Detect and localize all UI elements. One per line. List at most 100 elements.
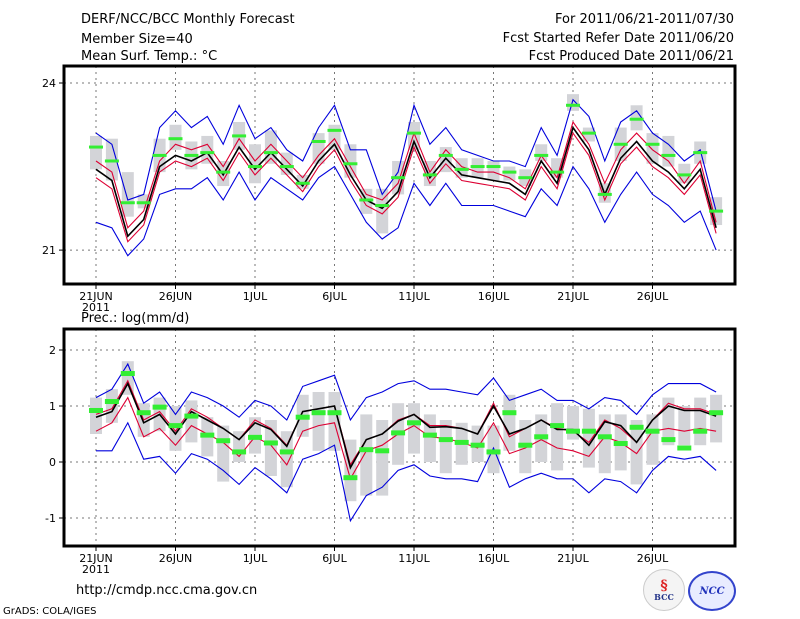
y-tick-label: 0 [49,456,56,469]
observed-marker [438,437,453,443]
spread-box [567,94,579,111]
x-tick-label: 1JUL [243,290,268,303]
spread-box [312,392,325,451]
observed-marker [709,209,724,213]
series-ensemble-min [96,421,717,523]
refer-date: Fcst Started Refer Date 2011/06/20 [502,31,734,46]
y-tick-label: 1 [49,400,56,413]
temp-variable-label: Mean Surf. Temp.: °C [81,49,218,64]
spread-box [535,144,548,161]
x-tick-label: 26JUL [637,290,669,303]
observed-marker [629,424,644,430]
observed-marker [407,420,421,426]
observed-marker [550,170,565,174]
observed-marker [597,192,612,196]
observed-marker [407,131,421,135]
observed-marker [518,442,533,448]
observed-marker [566,428,580,434]
observed-marker [677,445,692,451]
x-tick-label: 26JUN [159,290,193,303]
series-spread-lower [95,396,717,481]
x-tick-label: 11JUL [398,290,430,303]
observed-marker [152,404,167,410]
observed-marker [152,153,167,157]
spread-box [487,160,500,181]
x-tick-label: 16JUL [478,552,510,565]
observed-marker [391,430,406,436]
x-tick-label: 26JUL [637,552,669,565]
observed-marker [120,371,135,377]
x-tick-label: 21JUL [557,290,589,303]
observed-marker [279,449,294,455]
plot-frame [62,64,737,286]
series-ensemble-max [95,98,717,212]
observed-marker [550,423,565,429]
x-tick-label: 11JUL [398,552,430,565]
spread-box [376,420,389,496]
series-ensemble-mean [95,125,717,238]
observed-marker [359,447,374,453]
precip-variable-label: Prec.: log(mm/d) [81,311,190,326]
observed-marker [470,442,485,448]
observed-marker [581,131,596,135]
observed-marker [248,165,262,169]
temperature-panel: 21 24 21JUN 26JUN 1JUL 6JUL 11JUL 16JUL 21JUL 26J… [42,64,737,314]
source-url[interactable]: http://cmdp.ncc.cma.gov.cn [76,583,258,598]
ncc-logo: NCC [688,571,736,611]
x-tick-label: 21JUN [79,552,113,565]
series-ensemble-min [95,165,717,257]
spread-box [90,135,102,170]
spread-box [646,133,659,164]
bcc-swirl-icon: § [660,577,668,594]
observed-marker [168,137,183,141]
observed-marker [136,201,151,205]
y-tick-label: -1 [45,512,56,525]
spread-box [678,406,691,446]
spread-box [360,414,373,496]
observed-marker [693,151,708,155]
observed-marker [375,448,390,454]
observed-marker [311,410,326,416]
observed-marker [263,440,278,446]
observed-marker [184,153,199,157]
spread-box [312,133,325,164]
observed-marker [343,162,358,166]
observed-marker [263,151,278,155]
produced-date: Fcst Produced Date 2011/06/21 [528,49,734,64]
spread-box [105,389,118,423]
x-tick-label: 6JUL [322,552,347,565]
observed-marker [391,176,406,180]
observed-marker [168,423,183,429]
spread-box [280,431,293,488]
member-size: Member Size=40 [81,32,193,47]
observed-marker [645,428,660,434]
observed-marker [216,438,231,444]
x-tick-label: 21JUL [557,552,589,565]
spread-box [551,403,564,471]
observed-marker [343,475,358,481]
x-year-label: 2011 [82,563,110,576]
forecast-period: For 2011/06/21-2011/07/30 [555,12,734,27]
x-year-label: 2011 [82,301,110,314]
observed-marker [597,434,612,440]
observed-marker [693,428,708,434]
spread-box [630,420,643,485]
spread-box [646,414,659,465]
spread-box [90,397,102,434]
observed-marker [89,407,103,413]
series-ensemble-mean [95,381,717,470]
observed-marker [470,165,485,169]
observed-marker [136,410,151,416]
series-spread-lower [95,131,717,243]
observed-marker [709,410,724,416]
observed-marker [200,432,215,438]
observed-marker [422,173,437,177]
observed-marker [184,413,199,419]
observed-marker [120,201,135,205]
observed-marker [454,167,469,171]
series-ensemble-max [95,362,717,422]
observed-marker [566,103,580,107]
precipitation-panel: -1 0 1 2 21JUN 26JUN 1JUL 6JUL 11JUL 16JUL 21JUL 26… [45,327,737,576]
observed-marker [502,170,517,174]
spread-box [217,425,230,482]
